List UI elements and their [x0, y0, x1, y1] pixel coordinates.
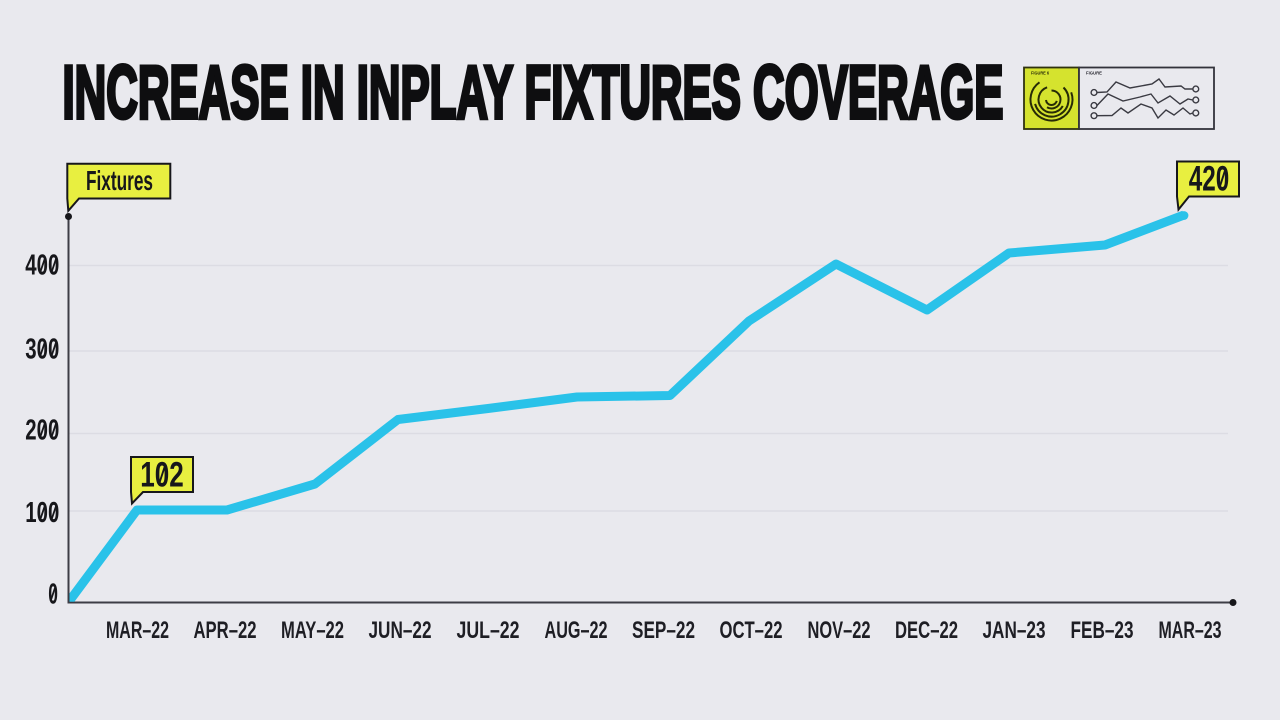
svg-text:FIGURE: FIGURE [1086, 71, 1102, 76]
svg-text:JAN–23: JAN–23 [983, 617, 1046, 644]
svg-text:SEP–22: SEP–22 [632, 617, 695, 644]
svg-text:FEB–23: FEB–23 [1071, 617, 1134, 644]
svg-text:DEC–22: DEC–22 [895, 617, 958, 644]
svg-text:APR–22: APR–22 [194, 617, 257, 644]
svg-text:AUG–22: AUG–22 [545, 617, 608, 644]
svg-text:INCREASE IN INPLAY FIXTURES CO: INCREASE IN INPLAY FIXTURES COVERAGE [63, 50, 1004, 134]
svg-text:Fixtures: Fixtures [86, 165, 153, 196]
svg-text:NOV–22: NOV–22 [808, 617, 871, 644]
svg-text:MAR–22: MAR–22 [106, 617, 169, 644]
svg-text:OCT–22: OCT–22 [720, 617, 783, 644]
svg-text:FIGURE 6: FIGURE 6 [1031, 71, 1050, 76]
svg-text:MAR–23: MAR–23 [1159, 617, 1222, 644]
svg-text:JUN–22: JUN–22 [369, 617, 432, 644]
svg-text:MAY–22: MAY–22 [281, 617, 344, 644]
svg-text:JUL–22: JUL–22 [457, 617, 520, 644]
